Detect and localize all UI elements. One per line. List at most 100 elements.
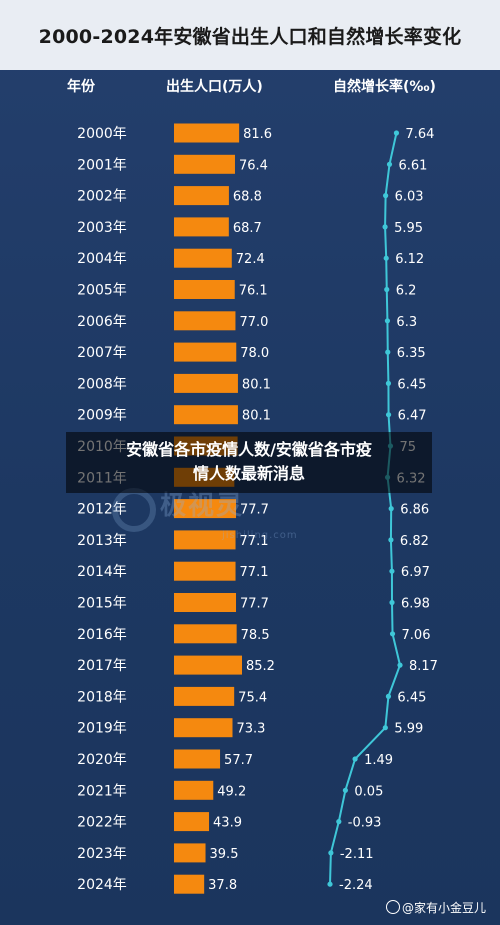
chart-title: 2000-2024年安徽省出生人口和自然增长率变化: [38, 26, 462, 48]
year-tick-label: 2017年: [77, 658, 127, 674]
birth-bar: [174, 280, 235, 299]
watermark-text: 极视灵: [160, 491, 245, 521]
growth-rate-label: -2.24: [339, 878, 373, 893]
birth-bar: [174, 561, 236, 581]
watermark-logo-icon: [112, 488, 156, 532]
growth-rate-point: [388, 506, 394, 512]
growth-rate-point: [393, 130, 400, 136]
birth-value-label: 57.7: [224, 753, 253, 768]
growth-rate-point: [388, 537, 394, 543]
caption-line-1: 安徽省各市疫情人数/安徽省各市疫: [126, 440, 372, 459]
growth-rate-label: 1.49: [364, 753, 393, 768]
year-tick-label: 2007年: [77, 345, 127, 361]
growth-rate-point: [383, 255, 389, 261]
growth-rate-point: [383, 193, 389, 199]
birth-value-label: 77.1: [240, 565, 269, 580]
year-tick-label: 2013年: [77, 533, 127, 549]
year-tick-label: 2019年: [77, 721, 127, 737]
birth-bar: [174, 154, 235, 174]
birth-bar: [174, 311, 236, 331]
birth-bar: [174, 874, 205, 894]
birth-value-label: 73.3: [237, 722, 266, 737]
growth-rate-point: [385, 380, 392, 386]
year-tick-label: 2018年: [77, 689, 127, 705]
birth-bar: [174, 812, 210, 832]
growth-rate-point: [389, 631, 396, 637]
birth-bar: [174, 342, 237, 362]
year-tick-label: 2014年: [77, 564, 127, 580]
birth-bar: [174, 186, 229, 206]
birth-value-label: 78.0: [240, 346, 269, 361]
growth-rate-point: [397, 662, 403, 668]
watermark-sub: jishiling.com: [222, 530, 298, 541]
caption-overlay: 安徽省各市疫情人数/安徽省各市疫 情人数最新消息: [66, 432, 432, 493]
birth-value-label: 77.0: [239, 315, 268, 330]
birth-bar: [174, 780, 214, 800]
caption-line-2: 情人数最新消息: [192, 464, 305, 483]
birth-value-label: 75.4: [238, 690, 267, 705]
growth-rate-label: 6.86: [400, 503, 429, 518]
growth-rate-point: [328, 850, 334, 856]
growth-rate-label: 6.45: [397, 690, 426, 705]
birth-value-label: 85.2: [246, 659, 275, 674]
year-tick-label: 2001年: [77, 157, 127, 173]
growth-rate-point: [342, 787, 348, 793]
growth-rate-label: 6.47: [398, 409, 427, 424]
birth-bar: [174, 718, 233, 738]
growth-rate-point: [352, 756, 358, 762]
year-tick-label: 2016年: [77, 627, 127, 643]
year-tick-label: 2020年: [77, 752, 127, 768]
growth-rate-label: 8.17: [409, 659, 438, 674]
rate-column-header: 自然增长率(‰): [333, 79, 436, 95]
year-tick-label: 2003年: [77, 220, 127, 236]
year-tick-label: 2004年: [77, 251, 127, 267]
growth-rate-point: [385, 412, 392, 418]
birth-value-label: 49.2: [217, 784, 246, 799]
growth-rate-point: [385, 349, 391, 355]
birth-value-label: 76.1: [239, 284, 268, 299]
birth-value-label: 78.5: [241, 628, 270, 643]
growth-rate-label: 7.64: [405, 127, 434, 142]
birth-bar: [174, 655, 242, 675]
growth-rate-point: [327, 881, 333, 887]
growth-rate-label: 6.82: [400, 534, 429, 549]
birth-bar: [174, 530, 236, 550]
growth-rate-point: [385, 693, 392, 700]
year-tick-label: 2000年: [77, 126, 127, 142]
growth-rate-label: 7.06: [402, 628, 431, 643]
growth-rate-point: [336, 819, 342, 825]
growth-rate-label: 0.05: [354, 784, 383, 799]
growth-rate-point: [389, 599, 395, 606]
growth-rate-label: -2.11: [340, 847, 374, 862]
birth-bar: [174, 593, 237, 612]
caption-text: 安徽省各市疫情人数/安徽省各市疫 情人数最新消息: [66, 438, 432, 486]
year-tick-label: 2021年: [77, 783, 127, 799]
growth-rate-point: [384, 286, 390, 293]
growth-rate-point: [384, 318, 391, 324]
birth-bar: [174, 248, 232, 268]
title-bar: 2000-2024年安徽省出生人口和自然增长率变化: [0, 0, 500, 70]
growth-rate-label: 6.2: [396, 284, 417, 299]
author-credit: @家有小金豆儿: [385, 899, 486, 916]
growth-rate-label: 5.95: [394, 221, 423, 236]
birth-value-label: 37.8: [208, 878, 237, 893]
birth-value-label: 81.6: [243, 127, 272, 142]
growth-rate-label: -0.93: [348, 816, 382, 831]
birth-bar: [174, 499, 237, 519]
author-credit-text: @家有小金豆儿: [401, 901, 486, 915]
birth-value-label: 68.7: [233, 221, 262, 236]
growth-rate-label: 6.61: [399, 158, 428, 173]
growth-rate-point: [386, 161, 393, 167]
birth-value-label: 76.4: [239, 158, 268, 173]
birth-bar: [174, 843, 206, 863]
birth-value-label: 43.9: [213, 816, 242, 831]
growth-rate-label: 5.99: [394, 722, 423, 737]
growth-rate-label: 6.12: [395, 252, 424, 267]
birth-value-label: 39.5: [210, 847, 239, 862]
birth-value-label: 68.8: [233, 190, 262, 205]
year-tick-label: 2023年: [77, 846, 127, 862]
birth-bar: [174, 749, 221, 769]
year-tick-label: 2024年: [77, 877, 127, 893]
growth-rate-label: 6.98: [401, 597, 430, 612]
growth-rate-label: 6.03: [395, 190, 424, 205]
